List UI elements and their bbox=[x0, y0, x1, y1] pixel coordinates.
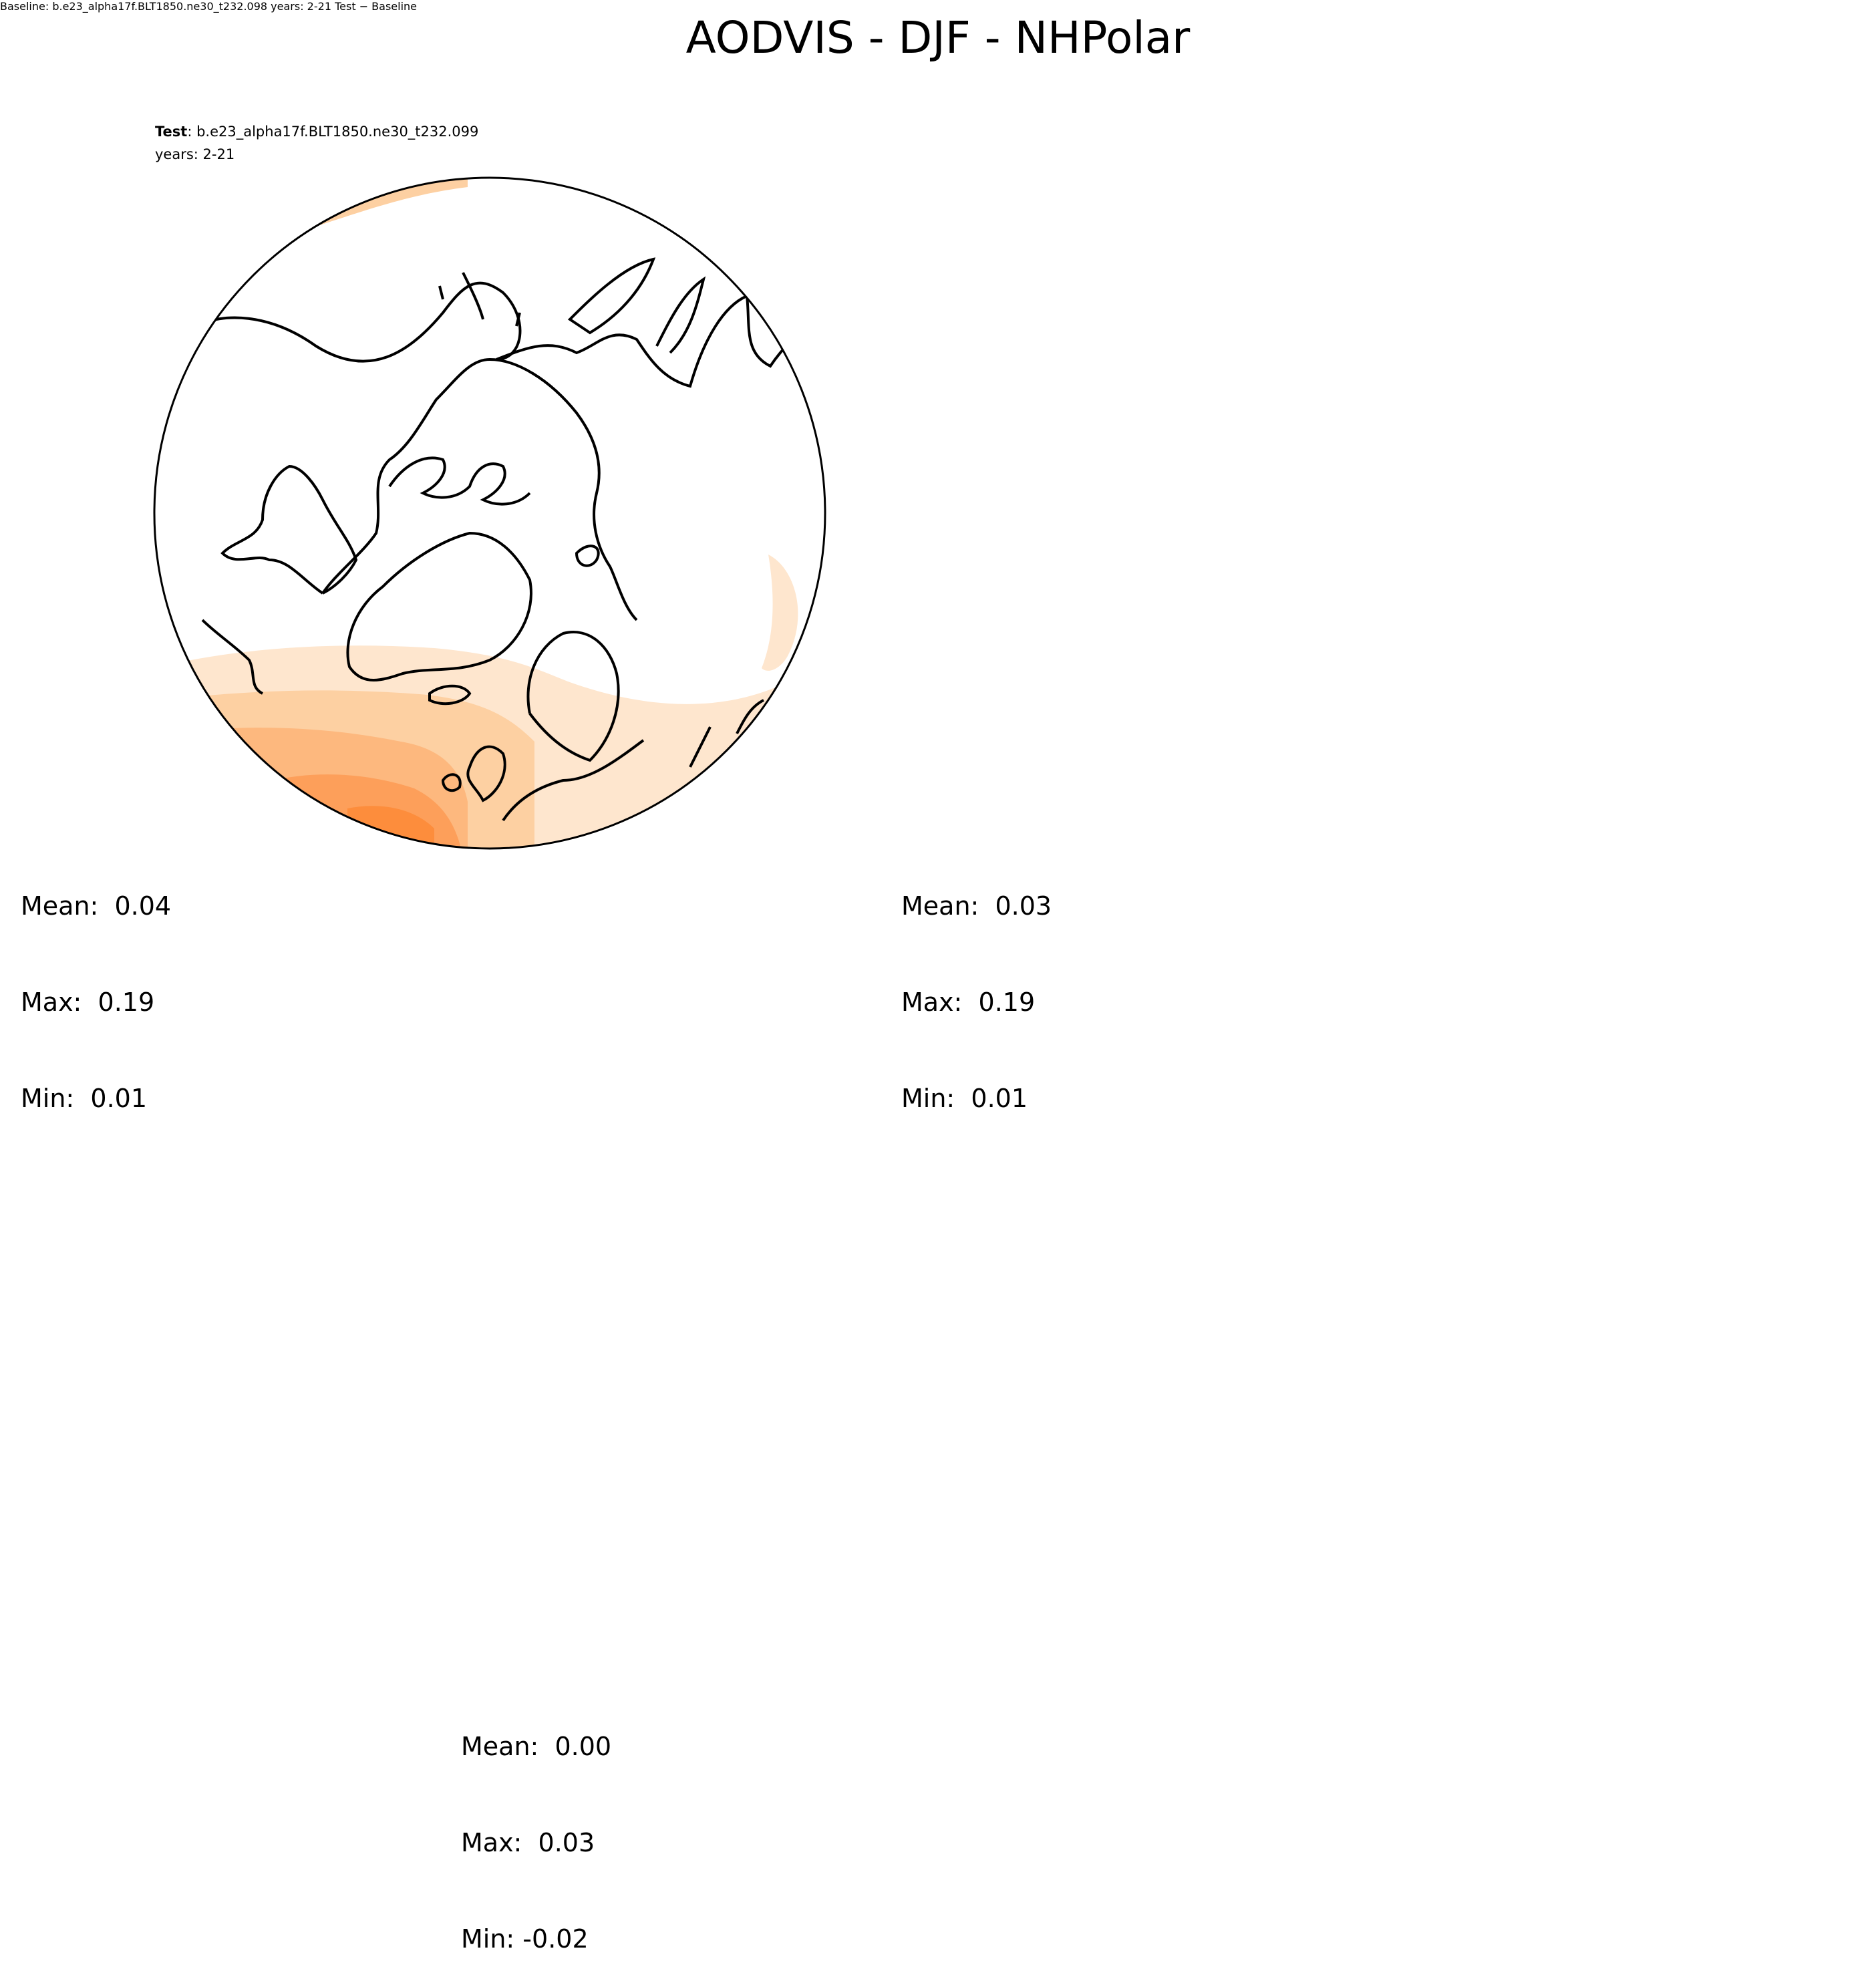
panel-baseline-label: Baseline: b.e23_alpha17f.BLT1850.ne30_t2… bbox=[0, 0, 271, 13]
panel-difference: Test − Baseline bbox=[335, 0, 417, 13]
stats-test-max: Max: 0.19 bbox=[21, 987, 155, 1017]
panel-baseline-label-bold: Baseline bbox=[0, 0, 45, 13]
map-test-boundary bbox=[153, 176, 826, 850]
panel-baseline: Baseline: b.e23_alpha17f.BLT1850.ne30_t2… bbox=[0, 0, 335, 13]
panel-test: Test: b.e23_alpha17f.BLT1850.ne30_t232.0… bbox=[153, 124, 826, 850]
figure-title: AODVIS - DJF - NHPolar bbox=[686, 12, 1191, 63]
stats-test-min: Min: 0.01 bbox=[21, 1084, 147, 1113]
aod-band-right bbox=[762, 555, 798, 671]
panel-test-label-bold: Test bbox=[155, 124, 187, 140]
stats-baseline-min: Min: 0.01 bbox=[901, 1084, 1028, 1113]
stats-baseline: Mean: 0.03 Max: 0.19 Min: 0.01 bbox=[901, 826, 1052, 1147]
stats-difference-min: Min: -0.02 bbox=[461, 1924, 589, 1954]
stats-difference-max: Max: 0.03 bbox=[461, 1828, 595, 1857]
stats-difference-mean: Mean: 0.00 bbox=[461, 1732, 612, 1761]
stats-test-mean: Mean: 0.04 bbox=[21, 891, 172, 921]
figure: AODVIS - DJF - NHPolar Test: b.e23_alpha… bbox=[153, 12, 1191, 850]
panel-baseline-label-case: : b.e23_alpha17f.BLT1850.ne30_t232.098 bbox=[45, 0, 268, 13]
panel-test-years: years: 2-21 bbox=[155, 146, 234, 162]
panel-test-label: Test: b.e23_alpha17f.BLT1850.ne30_t232.0… bbox=[155, 124, 478, 140]
panel-baseline-years: years: 2-21 bbox=[271, 0, 331, 13]
panel-test-label-case: : b.e23_alpha17f.BLT1850.ne30_t232.099 bbox=[187, 124, 478, 140]
stats-difference: Mean: 0.00 Max: 0.03 Min: -0.02 bbox=[461, 1666, 611, 1987]
stats-baseline-mean: Mean: 0.03 bbox=[901, 891, 1052, 921]
stats-test: Mean: 0.04 Max: 0.19 Min: 0.01 bbox=[21, 826, 171, 1147]
stats-baseline-max: Max: 0.19 bbox=[901, 987, 1036, 1017]
map-test bbox=[154, 178, 825, 849]
panel-difference-title: Test − Baseline bbox=[335, 0, 418, 13]
